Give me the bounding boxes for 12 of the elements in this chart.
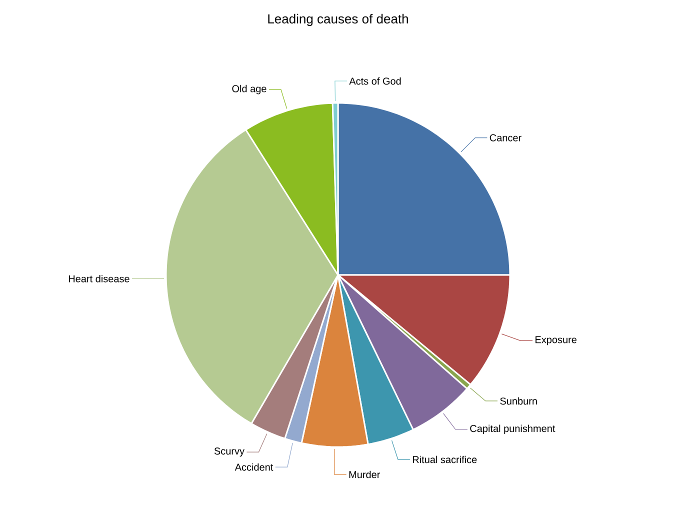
slice-label: Accident bbox=[234, 463, 274, 471]
slice-label: Sunburn bbox=[500, 397, 537, 405]
chart-title: Leading causes of death bbox=[268, 14, 408, 26]
slice-label: Murder bbox=[349, 470, 380, 478]
slice-label: Capital punishment bbox=[470, 424, 556, 434]
slice-label: Old age bbox=[232, 84, 266, 94]
slice-label: Exposure bbox=[536, 336, 577, 346]
slice-label: Ritual sacrifice bbox=[412, 456, 477, 464]
slice-label: Heart disease bbox=[68, 274, 130, 282]
slice-label: Scurvy bbox=[214, 448, 245, 457]
slice-label: Cancer bbox=[490, 134, 522, 142]
slice-label: Acts of God bbox=[349, 77, 401, 85]
